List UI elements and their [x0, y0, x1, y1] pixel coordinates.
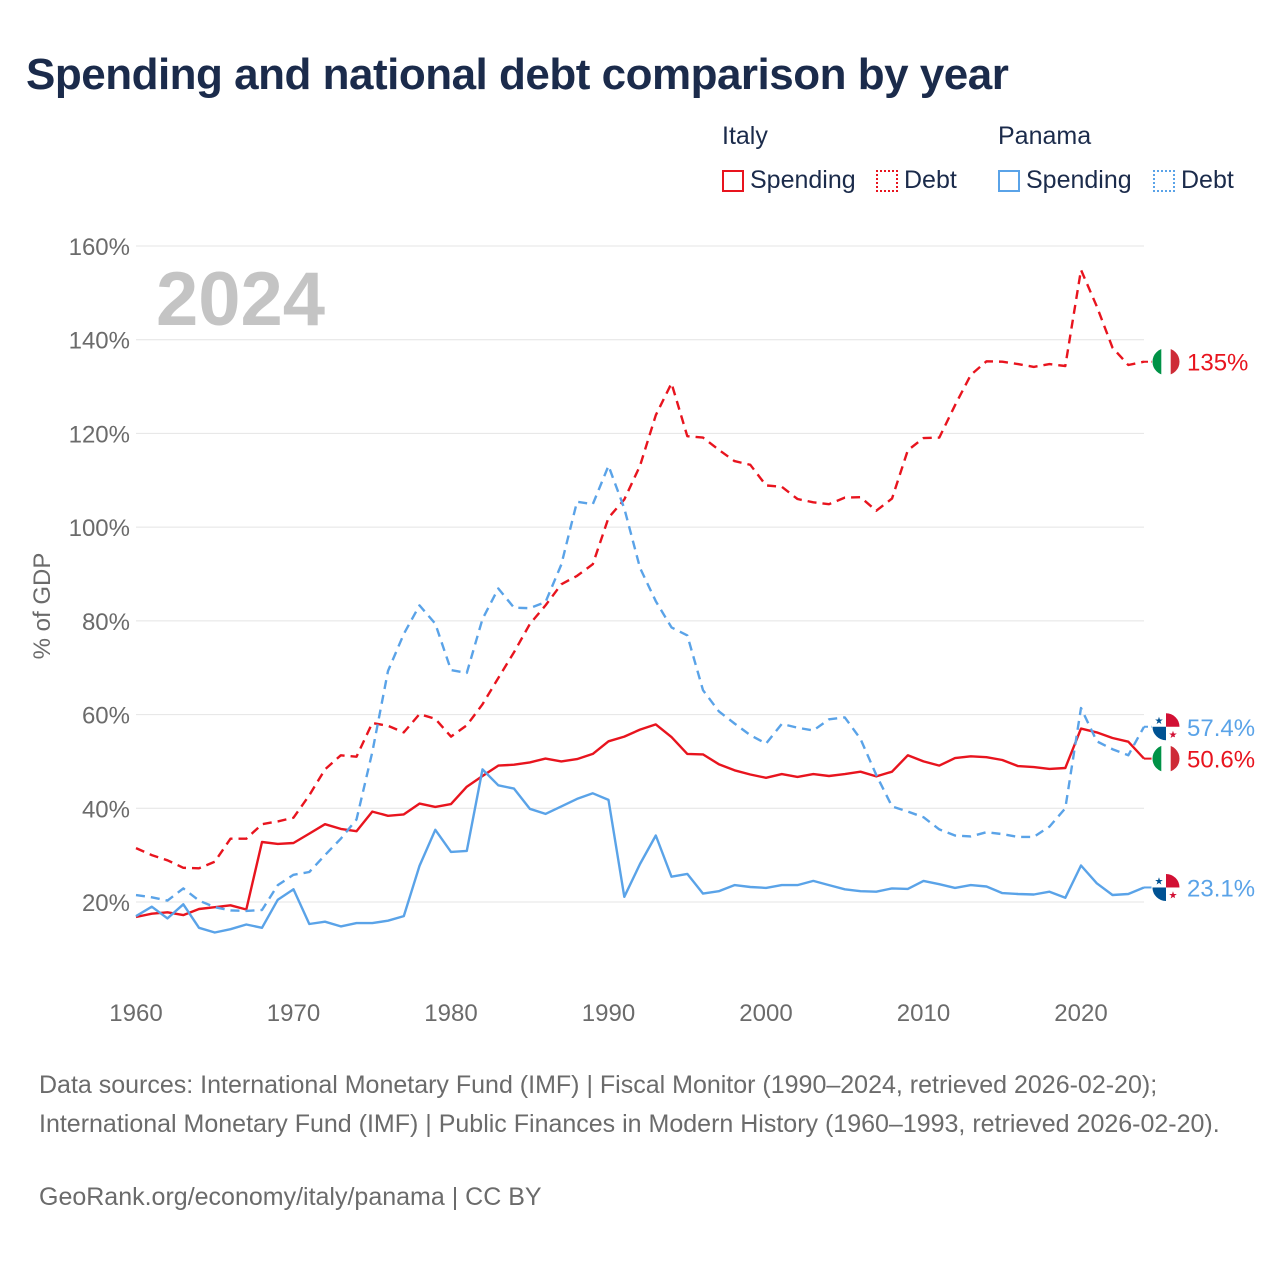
- series-lines: [135, 268, 1152, 934]
- line-chart: 20% 40% 60% 80% 100% 120% 140% 160% 1960 1970 198…: [29, 234, 1255, 1027]
- x-tick-label: 1990: [582, 1000, 635, 1027]
- x-axis-ticks: 1960 1970 1980 1990 2000 2010 2020: [109, 1000, 1107, 1027]
- legend-swatch-solid: [998, 169, 1020, 192]
- y-tick-label: 60%: [82, 703, 130, 730]
- y-tick-label: 100%: [69, 515, 130, 542]
- legend-swatch-dotted: [876, 169, 898, 192]
- end-value-label: 23.1%: [1187, 875, 1255, 902]
- legend-item-panama-debt[interactable]: Debt: [1153, 166, 1234, 195]
- italy-flag-icon: [1151, 744, 1181, 774]
- y-tick-label: 120%: [69, 421, 130, 448]
- series-line-panama-debt[interactable]: [135, 464, 1146, 913]
- y-axis-ticks: 20% 40% 60% 80% 100% 120% 140% 160%: [69, 234, 130, 917]
- panama-flag-icon: ★★: [1151, 872, 1181, 902]
- x-tick-label: 2010: [897, 1000, 950, 1027]
- legend-group-panama: Panama: [998, 122, 1092, 150]
- gridlines: [136, 245, 1144, 903]
- year-watermark: 2024: [156, 257, 325, 342]
- legend-item-italy-debt[interactable]: Debt: [876, 166, 957, 195]
- svg-text:★: ★: [1155, 876, 1164, 887]
- legend-item-panama-spending[interactable]: Spending: [998, 166, 1132, 195]
- legend-label: Spending: [750, 166, 856, 194]
- x-tick-label: 1980: [424, 1000, 477, 1027]
- legend-item-italy-spending[interactable]: Spending: [722, 166, 856, 195]
- series-line-italy-debt[interactable]: [135, 268, 1145, 870]
- y-axis-label: % of GDP: [29, 553, 56, 660]
- y-tick-label: 160%: [69, 234, 130, 261]
- x-tick-label: 1960: [109, 1000, 162, 1027]
- legend-label: Debt: [1181, 166, 1234, 194]
- panama-flag-icon: ★★: [1151, 712, 1181, 742]
- legend-label: Debt: [904, 166, 957, 194]
- end-value-label: 57.4%: [1187, 715, 1255, 742]
- chart-title: Spending and national debt comparison by…: [26, 50, 1009, 99]
- legend-swatch-solid: [722, 169, 744, 192]
- svg-text:★: ★: [1169, 890, 1178, 901]
- italy-flag-icon: [1151, 347, 1181, 377]
- legend-label: Spending: [1026, 166, 1132, 194]
- series-line-panama-spending[interactable]: [135, 768, 1145, 934]
- y-tick-label: 40%: [82, 796, 130, 823]
- series-line-italy-spending[interactable]: [135, 723, 1145, 919]
- x-tick-label: 2020: [1054, 1000, 1107, 1027]
- end-value-label: 50.6%: [1187, 747, 1255, 774]
- y-tick-label: 80%: [82, 609, 130, 636]
- credit-link[interactable]: GeoRank.org/economy/italy/panama | CC BY: [39, 1183, 542, 1211]
- data-sources: Data sources: International Monetary Fun…: [39, 1071, 1220, 1138]
- legend-swatch-dotted: [1153, 169, 1175, 192]
- svg-text:★: ★: [1155, 716, 1164, 727]
- x-tick-label: 2000: [739, 1000, 792, 1027]
- svg-text:★: ★: [1169, 730, 1178, 741]
- end-markers: 50.6%135%★★ 23.1%★★ 57.4%: [1151, 347, 1255, 902]
- x-tick-label: 1970: [267, 1000, 320, 1027]
- end-value-label: 135%: [1187, 350, 1248, 377]
- y-tick-label: 140%: [69, 328, 130, 355]
- legend-group-italy: Italy: [722, 122, 768, 150]
- y-tick-label: 20%: [82, 890, 130, 917]
